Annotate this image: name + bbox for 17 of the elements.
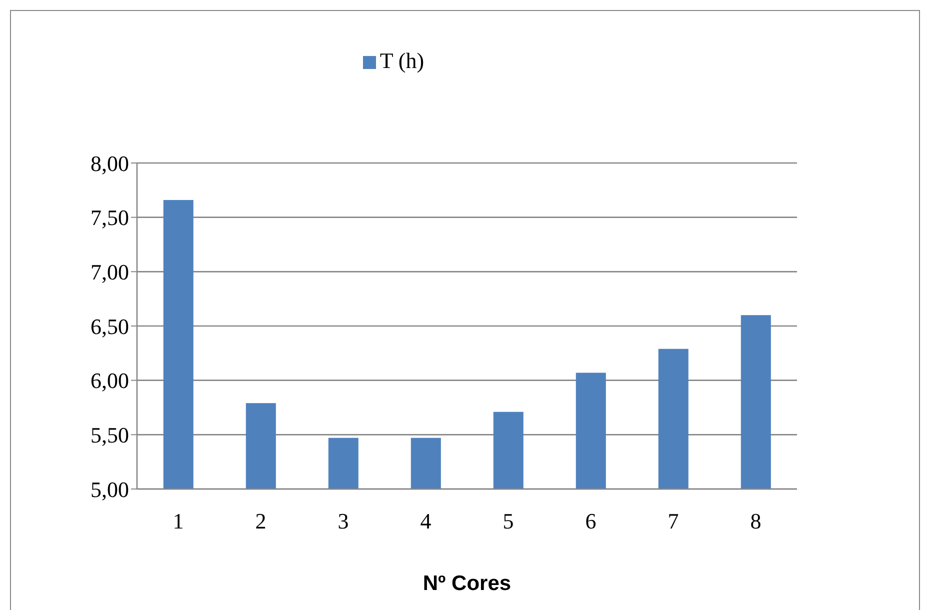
x-tick-label: 7	[668, 508, 679, 534]
y-tick-label: 7,00	[90, 259, 129, 284]
x-axis-title: Nº Cores	[422, 572, 512, 595]
x-tick-label: 2	[255, 508, 266, 534]
y-tick-label: 6,50	[90, 314, 129, 339]
x-tick-label: 1	[172, 508, 184, 534]
x-tick-label: 8	[750, 508, 762, 534]
x-tick-label: 4	[420, 508, 432, 534]
x-tick-label: 5	[502, 508, 514, 534]
y-tick-label: 5,00	[90, 476, 129, 502]
y-tick-label: 8,00	[90, 150, 129, 176]
y-tick-label: 7,50	[90, 205, 129, 230]
x-tick-label: 3	[338, 508, 349, 534]
legend-label: T (h)	[380, 48, 424, 73]
y-tick-label: 5,50	[90, 422, 129, 448]
y-tick-label: 6,00	[90, 368, 129, 394]
x-tick-label: 6	[585, 508, 596, 534]
